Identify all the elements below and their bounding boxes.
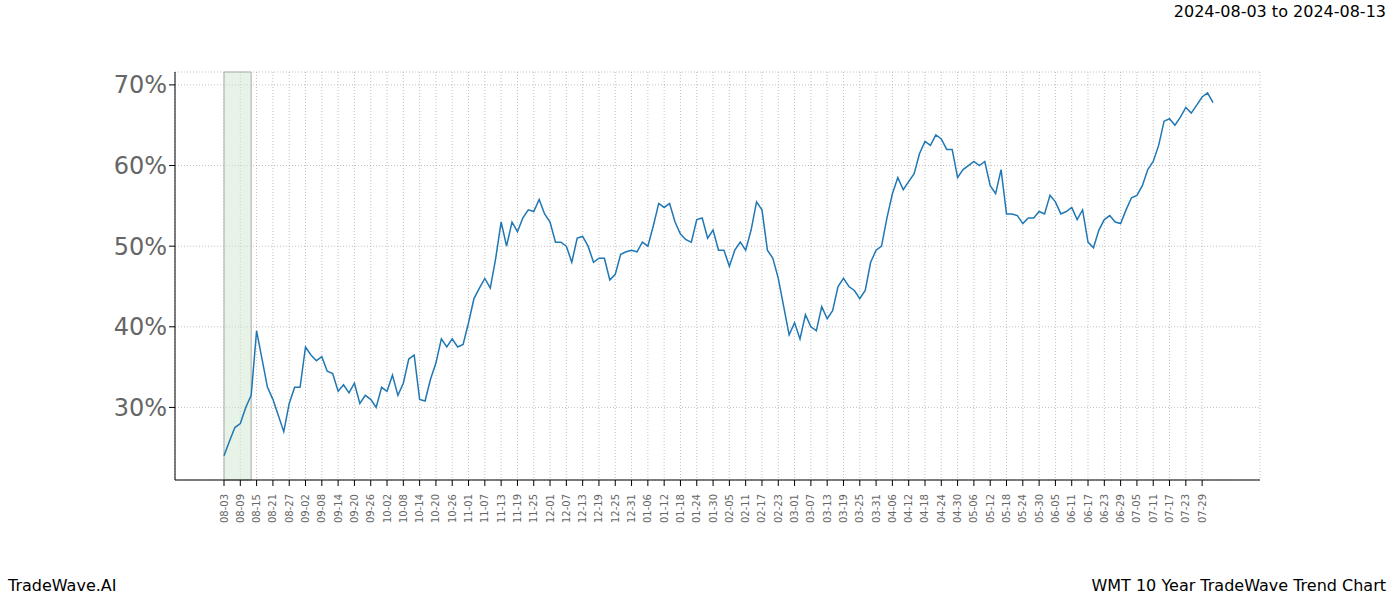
svg-text:02-23: 02-23 — [773, 494, 784, 523]
svg-text:09-20: 09-20 — [349, 494, 360, 523]
svg-text:40%: 40% — [114, 313, 167, 341]
svg-text:30%: 30% — [114, 394, 167, 422]
svg-text:08-09: 08-09 — [235, 494, 246, 523]
svg-text:02-11: 02-11 — [740, 494, 751, 523]
svg-text:10-26: 10-26 — [447, 494, 458, 523]
svg-text:04-30: 04-30 — [952, 494, 963, 523]
svg-text:04-18: 04-18 — [919, 494, 930, 523]
html-text:TradeWave.AI: TradeWave.AI — [8, 576, 117, 595]
svg-text:09-08: 09-08 — [316, 494, 327, 523]
svg-text:60%: 60% — [114, 152, 167, 180]
svg-text:04-24: 04-24 — [936, 494, 947, 523]
svg-text:06-17: 06-17 — [1083, 494, 1094, 523]
svg-text:03-07: 03-07 — [805, 494, 816, 523]
svg-text:11-13: 11-13 — [496, 494, 507, 523]
svg-text:02-17: 02-17 — [756, 494, 767, 523]
html-text:2024-08-03 to 2024-08-13: 2024-08-03 to 2024-08-13 — [1173, 2, 1386, 21]
svg-text:12-13: 12-13 — [577, 494, 588, 523]
svg-text:01-24: 01-24 — [691, 494, 702, 523]
html-text:WMT 10 Year TradeWave Trend Ch: WMT 10 Year TradeWave Trend Chart — [1091, 576, 1386, 595]
svg-text:11-19: 11-19 — [512, 494, 523, 523]
svg-text:07-11: 07-11 — [1148, 494, 1159, 523]
svg-text:06-23: 06-23 — [1099, 494, 1110, 523]
svg-text:08-27: 08-27 — [284, 494, 295, 523]
svg-text:03-13: 03-13 — [822, 494, 833, 523]
svg-text:06-05: 06-05 — [1050, 494, 1061, 523]
svg-text:03-31: 03-31 — [871, 494, 882, 523]
svg-text:06-11: 06-11 — [1066, 494, 1077, 523]
svg-text:03-19: 03-19 — [838, 494, 849, 523]
svg-text:08-21: 08-21 — [267, 494, 278, 523]
svg-text:07-23: 07-23 — [1180, 494, 1191, 523]
svg-text:01-18: 01-18 — [675, 494, 686, 523]
svg-text:03-01: 03-01 — [789, 494, 800, 523]
svg-text:07-17: 07-17 — [1164, 494, 1175, 523]
svg-text:01-30: 01-30 — [708, 494, 719, 523]
svg-text:01-12: 01-12 — [659, 494, 670, 523]
svg-text:10-20: 10-20 — [430, 494, 441, 523]
svg-text:11-25: 11-25 — [528, 494, 539, 523]
svg-text:12-25: 12-25 — [610, 494, 621, 523]
svg-text:08-03: 08-03 — [219, 494, 230, 523]
svg-text:10-02: 10-02 — [382, 494, 393, 523]
svg-text:70%: 70% — [114, 71, 167, 99]
svg-text:05-06: 05-06 — [968, 494, 979, 523]
svg-text:05-24: 05-24 — [1017, 494, 1028, 523]
svg-text:09-26: 09-26 — [365, 494, 376, 523]
svg-text:12-19: 12-19 — [593, 494, 604, 523]
svg-text:12-01: 12-01 — [545, 494, 556, 523]
svg-text:03-25: 03-25 — [854, 494, 865, 523]
svg-text:04-12: 04-12 — [903, 494, 914, 523]
svg-text:01-06: 01-06 — [642, 494, 653, 523]
svg-text:09-14: 09-14 — [333, 494, 344, 523]
svg-text:11-01: 11-01 — [463, 494, 474, 523]
svg-text:06-29: 06-29 — [1115, 494, 1126, 523]
svg-text:04-06: 04-06 — [887, 494, 898, 523]
svg-text:10-08: 10-08 — [398, 494, 409, 523]
svg-text:10-14: 10-14 — [414, 494, 425, 523]
svg-text:12-31: 12-31 — [626, 494, 637, 523]
svg-text:07-29: 07-29 — [1197, 494, 1208, 523]
svg-text:12-07: 12-07 — [561, 494, 572, 523]
svg-text:11-07: 11-07 — [479, 494, 490, 523]
svg-text:07-05: 07-05 — [1131, 494, 1142, 523]
svg-text:05-18: 05-18 — [1001, 494, 1012, 523]
svg-text:08-15: 08-15 — [251, 494, 262, 523]
svg-text:02-05: 02-05 — [724, 494, 735, 523]
svg-text:05-12: 05-12 — [985, 494, 996, 523]
svg-text:05-30: 05-30 — [1034, 494, 1045, 523]
svg-text:50%: 50% — [114, 233, 167, 261]
svg-text:09-02: 09-02 — [300, 494, 311, 523]
